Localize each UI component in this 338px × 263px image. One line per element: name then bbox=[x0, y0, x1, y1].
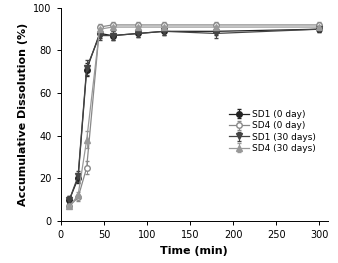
Legend: SD1 (0 day), SD4 (0 day), SD1 (30 days), SD4 (30 days): SD1 (0 day), SD4 (0 day), SD1 (30 days),… bbox=[227, 108, 318, 155]
Y-axis label: Accumulative Dissolution (%): Accumulative Dissolution (%) bbox=[18, 23, 28, 206]
X-axis label: Time (min): Time (min) bbox=[161, 245, 228, 255]
